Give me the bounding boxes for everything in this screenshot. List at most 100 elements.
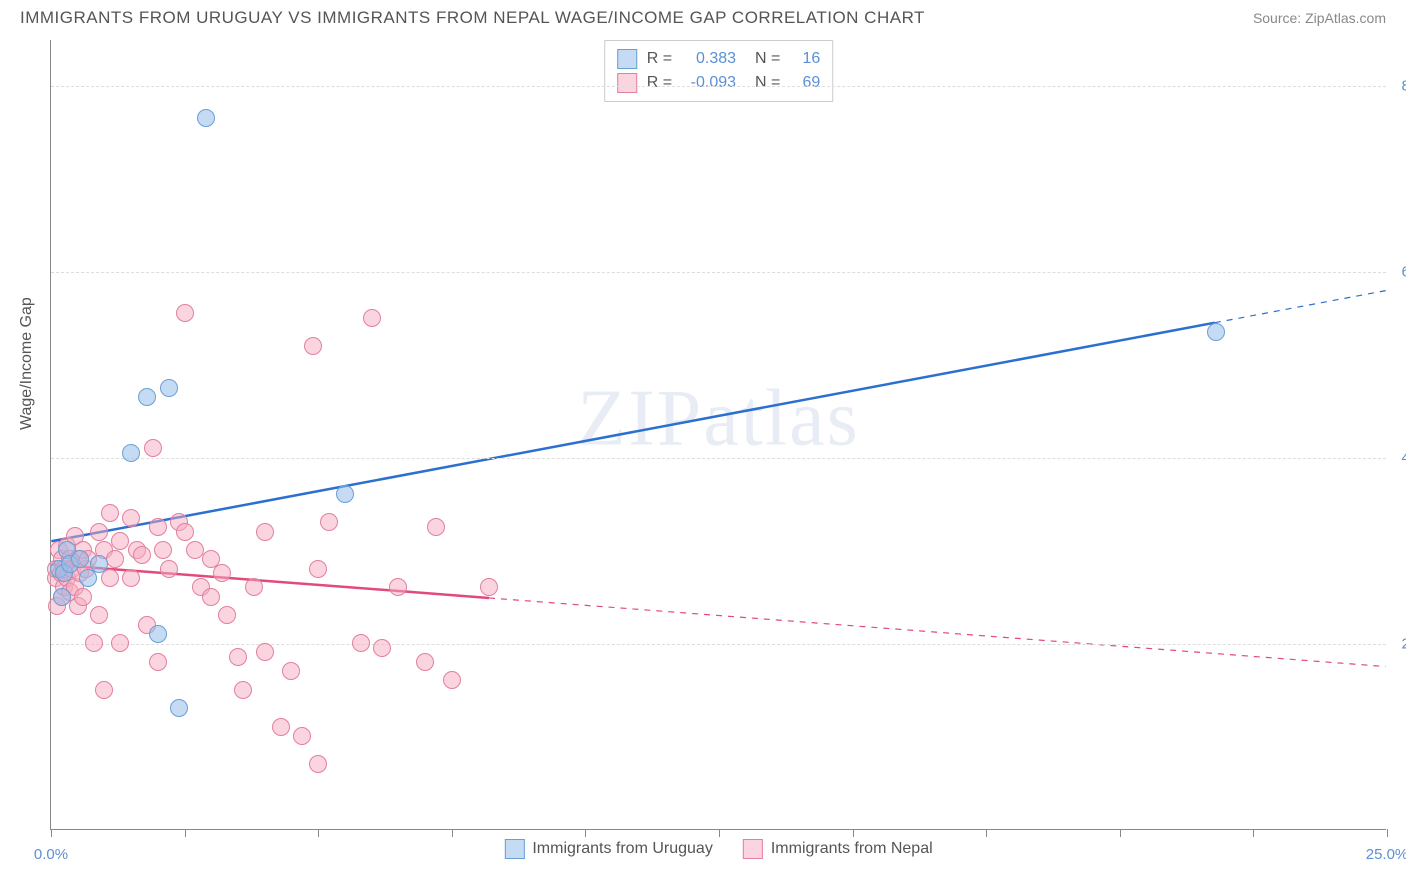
uruguay-point [122,444,140,462]
uruguay-point [197,109,215,127]
x-tick-label: 0.0% [34,846,68,863]
legend-row: R = -0.093 N = 69 [617,71,821,95]
chart-header: IMMIGRANTS FROM URUGUAY VS IMMIGRANTS FR… [0,0,1406,32]
nepal-point [90,606,108,624]
legend-r-value: -0.093 [682,71,736,95]
nepal-point [154,541,172,559]
nepal-point [122,509,140,527]
nepal-point [245,578,263,596]
grid-line [51,458,1386,459]
nepal-point [144,439,162,457]
y-tick-label: 80.0% [1401,78,1406,95]
nepal-point [256,643,274,661]
uruguay-point [149,625,167,643]
legend-n-label: N = [746,47,780,71]
series-legend-item: Immigrants from Nepal [743,839,933,859]
correlation-legend: R = 0.383 N = 16 R = -0.093 N = 69 [604,40,834,102]
nepal-point [95,681,113,699]
nepal-point [389,578,407,596]
nepal-point [176,304,194,322]
nepal-point [122,569,140,587]
uruguay-point [53,588,71,606]
nepal-point [293,727,311,745]
legend-n-value: 16 [790,47,820,71]
x-tick [853,829,854,837]
y-tick-label: 20.0% [1401,636,1406,653]
x-tick [585,829,586,837]
x-tick [1120,829,1121,837]
legend-swatch-icon [743,839,763,859]
uruguay-point [71,550,89,568]
y-tick-label: 40.0% [1401,450,1406,467]
legend-r-value: 0.383 [682,47,736,71]
x-tick [185,829,186,837]
scatter-plot-area: ZIPatlas R =0.383 N =16R =-0.093 N =69 I… [50,40,1386,830]
y-tick-label: 60.0% [1401,264,1406,281]
nepal-point [304,337,322,355]
nepal-point [218,606,236,624]
nepal-point [149,518,167,536]
chart-title: IMMIGRANTS FROM URUGUAY VS IMMIGRANTS FR… [20,8,925,28]
legend-n-label: N = [746,71,780,95]
uruguay-point [1207,323,1225,341]
nepal-point [234,681,252,699]
x-tick [719,829,720,837]
nepal-point [176,523,194,541]
series-legend: Immigrants from Uruguay Immigrants from N… [504,839,932,859]
nepal-point [373,639,391,657]
nepal-point [272,718,290,736]
series-legend-item: Immigrants from Uruguay [504,839,713,859]
nepal-point [309,560,327,578]
legend-swatch-icon [617,73,637,93]
nepal-point [229,648,247,666]
nepal-point [111,634,129,652]
y-axis-label: Wage/Income Gap [18,297,36,430]
legend-row: R = 0.383 N = 16 [617,47,821,71]
x-tick [452,829,453,837]
x-tick [1387,829,1388,837]
x-tick [51,829,52,837]
nepal-point [416,653,434,671]
grid-line [51,86,1386,87]
nepal-point [282,662,300,680]
nepal-point [213,564,231,582]
grid-line [51,644,1386,645]
watermark: ZIPatlas [577,373,860,464]
source-label: Source: ZipAtlas.com [1253,10,1386,26]
nepal-point [74,588,92,606]
nepal-point [309,755,327,773]
nepal-point [85,634,103,652]
nepal-point [106,550,124,568]
trendlines-svg [51,40,1386,829]
nepal-point [352,634,370,652]
x-tick [986,829,987,837]
uruguay-point [90,555,108,573]
nepal-point [443,671,461,689]
nepal-point [149,653,167,671]
nepal-point [363,309,381,327]
nepal-point [427,518,445,536]
uruguay-point [170,699,188,717]
nepal-point [320,513,338,531]
uruguay-point [138,388,156,406]
legend-swatch-icon [504,839,524,859]
nepal-point [202,588,220,606]
grid-line [51,272,1386,273]
legend-r-label: R = [647,71,672,95]
legend-swatch-icon [617,49,637,69]
uruguay-point [160,379,178,397]
uruguay-point [336,485,354,503]
nepal-point [133,546,151,564]
nepal-point [480,578,498,596]
nepal-point [256,523,274,541]
nepal-point [90,523,108,541]
x-tick-label: 25.0% [1366,846,1406,863]
legend-r-label: R = [647,47,672,71]
nepal-point [101,504,119,522]
series-label: Immigrants from Nepal [771,840,933,858]
x-tick [318,829,319,837]
nepal-point [160,560,178,578]
series-label: Immigrants from Uruguay [532,840,713,858]
legend-n-value: 69 [790,71,820,95]
x-tick [1253,829,1254,837]
